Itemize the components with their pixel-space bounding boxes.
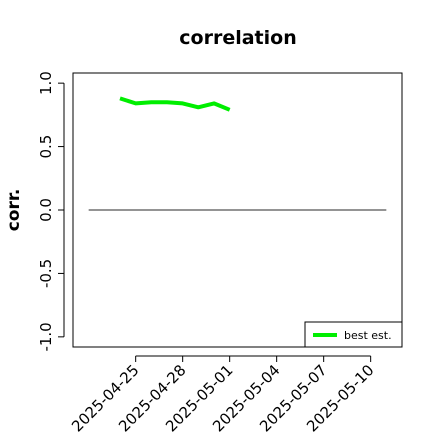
y-tick-label: 0.0 <box>37 198 55 222</box>
series-group <box>119 96 231 112</box>
y-tick-label: -1.0 <box>37 322 55 351</box>
y-tick-label: -0.5 <box>37 259 55 288</box>
x-axis: 2025-04-252025-04-282025-05-012025-05-04… <box>68 355 378 435</box>
y-axis: -1.0 -0.5 0.0 0.5 1.0 <box>37 71 65 352</box>
y-tick-label: 1.0 <box>37 71 55 95</box>
legend: best est. <box>304 321 403 348</box>
y-tick-label: 0.5 <box>37 135 55 159</box>
legend-label: best est. <box>344 329 392 342</box>
plot-frame <box>72 72 403 348</box>
chart-title: correlation <box>179 27 296 49</box>
series-line <box>119 96 231 112</box>
y-axis-label: corr. <box>4 189 24 232</box>
